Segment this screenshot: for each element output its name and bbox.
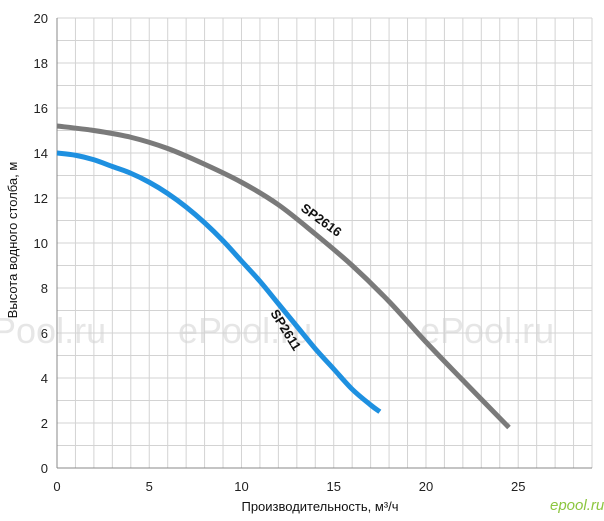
y-tick-label: 2 [41, 416, 48, 431]
y-tick-label: 8 [41, 281, 48, 296]
y-tick-label: 14 [34, 146, 48, 161]
x-tick-label: 25 [511, 479, 525, 494]
y-tick-label: 18 [34, 56, 48, 71]
watermark-text: ePool.ru [0, 310, 106, 351]
x-tick-label: 5 [146, 479, 153, 494]
watermark-text: ePool.ru [420, 310, 554, 351]
y-tick-label: 10 [34, 236, 48, 251]
axes [56, 18, 592, 469]
y-tick-label: 0 [41, 461, 48, 476]
y-tick-label: 20 [34, 11, 48, 26]
grid [56, 17, 593, 469]
x-axis-label: Производительность, м³/ч [241, 499, 398, 514]
y-tick-label: 6 [41, 326, 48, 341]
brand-logo: epool.ru [550, 497, 604, 514]
y-tick-label: 16 [34, 101, 48, 116]
series-line-sp2616 [56, 123, 511, 430]
y-axis-label: Высота водного столба, м [5, 162, 20, 319]
series-label-sp2616: SP2616 [298, 200, 344, 239]
y-tick-label: 12 [34, 191, 48, 206]
y-tick-label: 4 [41, 371, 48, 386]
series-layer [56, 123, 511, 430]
x-tick-labels: 0 5 10 15 20 25 [53, 479, 525, 494]
x-tick-label: 0 [53, 479, 60, 494]
y-tick-labels: 0 2 4 6 8 10 12 14 16 18 20 [34, 11, 48, 476]
x-tick-label: 15 [326, 479, 340, 494]
x-tick-label: 20 [419, 479, 433, 494]
series-line-sp2611 [56, 150, 382, 414]
x-tick-label: 10 [234, 479, 248, 494]
